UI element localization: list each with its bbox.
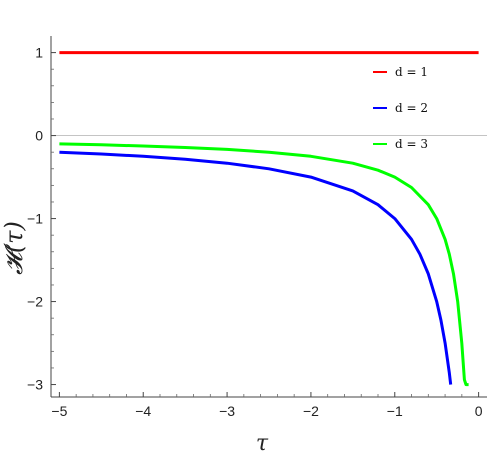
y-tick-label: 1 — [35, 45, 43, 61]
x-tick-label: −5 — [51, 403, 67, 419]
y-tick-label: −3 — [27, 377, 43, 393]
y-tick-label: −1 — [27, 211, 43, 227]
y-tick-label: 0 — [35, 128, 43, 144]
x-tick-label: −4 — [135, 403, 151, 419]
y-axis-label: 𝓗(τ) — [0, 221, 28, 275]
x-tick-label: −2 — [303, 403, 319, 419]
legend-label-1: d = 1 — [395, 65, 428, 79]
x-tick-label: −3 — [219, 403, 235, 419]
ticks: −5 −4 −3 −2 −1 0 1 0 −1 −2 −3 — [27, 45, 483, 419]
legend-label-3: d = 3 — [395, 137, 428, 151]
legend: d = 1 d = 2 d = 3 — [373, 65, 428, 151]
y-tick-label: −2 — [27, 294, 43, 310]
x-axis-label: τ — [256, 431, 269, 456]
x-tick-label: −1 — [387, 403, 403, 419]
axes — [50, 36, 487, 398]
series-line-2 — [59, 150, 453, 385]
series-line-3 — [59, 142, 470, 387]
legend-label-2: d = 2 — [395, 101, 428, 115]
x-tick-label: 0 — [475, 403, 483, 419]
series-lines — [59, 51, 479, 387]
